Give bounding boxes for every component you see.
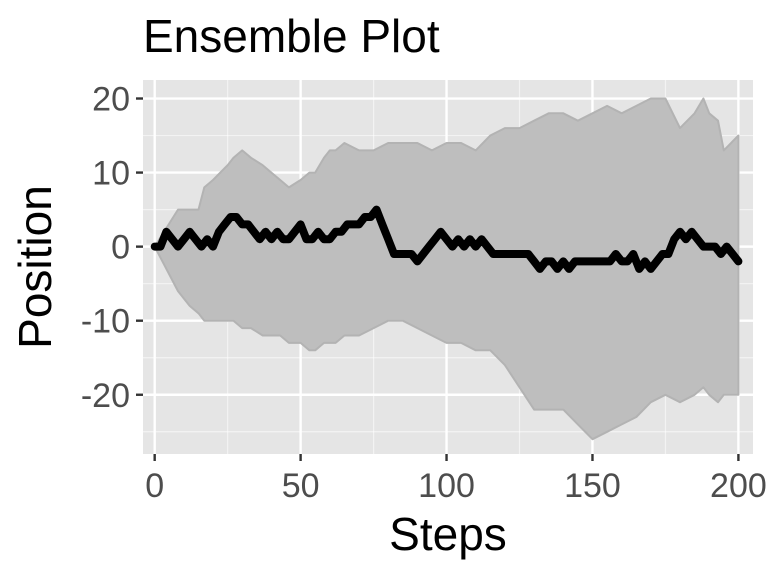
mean-line [150, 205, 743, 273]
x-tick-label: 150 [564, 467, 621, 505]
x-axis: 0 50 100 150 200 [145, 454, 767, 505]
x-tick-label: 100 [418, 467, 475, 505]
y-tick-label: 10 [92, 155, 130, 193]
y-tick-label: -20 [81, 377, 130, 415]
x-tick-label: 0 [145, 467, 164, 505]
y-axis: -20 -10 0 10 20 [81, 81, 143, 415]
y-tick-label: -10 [81, 303, 130, 341]
x-tick-label: 200 [710, 467, 767, 505]
data-layer [150, 97, 743, 441]
y-tick-label: 20 [92, 81, 130, 119]
x-tick-label: 50 [282, 467, 320, 505]
x-axis-title: Steps [389, 508, 507, 560]
y-axis-title: Position [9, 185, 61, 349]
y-tick-label: 0 [111, 229, 130, 267]
chart-title: Ensemble Plot [143, 10, 440, 62]
